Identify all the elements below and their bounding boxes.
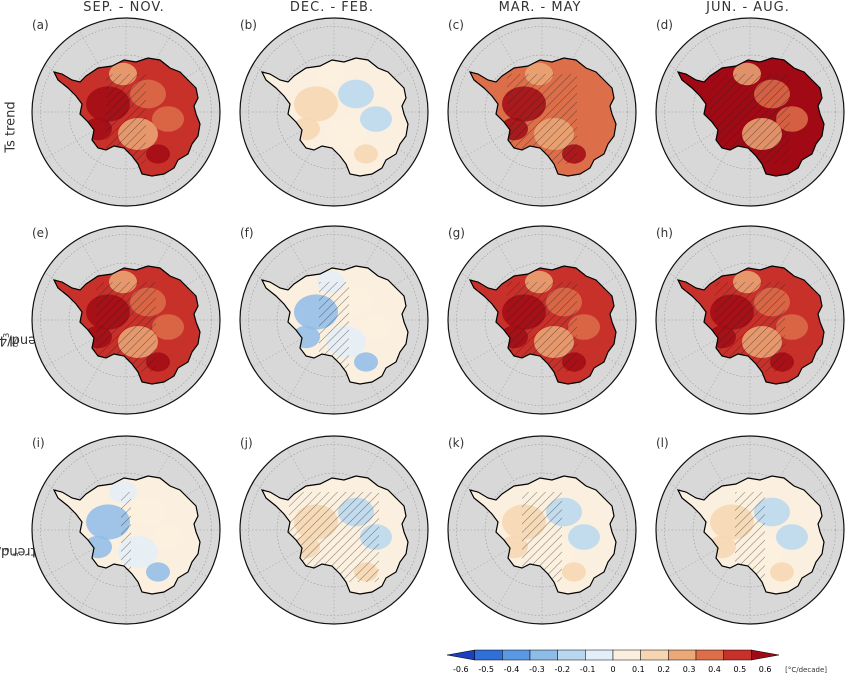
row-label-hf: HF trend/4εσTs3 <box>0 544 57 560</box>
coastline <box>468 57 617 177</box>
map-panel-g: (g) <box>444 222 640 418</box>
panel-label-g: (g) <box>448 226 465 240</box>
panel-label-k: (k) <box>448 436 465 450</box>
colorbar-tick-label: 0.5 <box>733 665 746 674</box>
coastline <box>52 57 201 177</box>
colorbar-segment <box>723 649 752 661</box>
panel-label-f: (f) <box>240 226 254 240</box>
colorbar-tick-label: 0.4 <box>708 665 721 674</box>
column-title-1: SEP. - NOV. <box>83 0 165 15</box>
colorbar-tick-label: -0.5 <box>478 665 494 674</box>
map-panel-b: (b) <box>236 14 432 210</box>
colorbar-tick-label: -0.6 <box>453 665 469 674</box>
colorbar-segment <box>695 649 724 661</box>
column-title-3: MAR. - MAY <box>498 0 582 15</box>
colorbar: -0.6 -0.5 -0.4 -0.3 -0.2 -0.1 0 0.1 0.2 0.3 0.4 0.5… <box>441 648 831 676</box>
map-panel-f: (f) <box>236 222 432 418</box>
coastline <box>676 265 825 385</box>
panel-label-c: (c) <box>448 18 464 32</box>
colorbar-tick-label: 0.3 <box>683 665 696 674</box>
panel-label-i: (i) <box>32 436 45 450</box>
coastline <box>52 265 201 385</box>
panel-label-e: (e) <box>32 226 49 240</box>
colorbar-tick-label: 0.2 <box>657 665 670 674</box>
colorbar-segment <box>585 649 614 661</box>
colorbar-segment <box>446 649 475 661</box>
panel-label-l: (l) <box>656 436 669 450</box>
coastline <box>676 57 825 177</box>
coastline <box>260 265 409 385</box>
map-panel-i: (i) <box>28 432 224 628</box>
colorbar-segment <box>640 649 669 661</box>
panel-label-a: (a) <box>32 18 49 32</box>
column-title-4: JUN. - AUG. <box>706 0 790 15</box>
map-panel-k: (k) <box>444 432 640 628</box>
colorbar-segment <box>474 649 503 661</box>
panel-label-j: (j) <box>240 436 253 450</box>
column-title-2: DEC. - FEB. <box>289 0 375 15</box>
coastline <box>468 475 617 595</box>
coastline <box>260 475 409 595</box>
colorbar-segment <box>612 649 641 661</box>
colorbar-tick-label: -0.2 <box>554 665 570 674</box>
map-panel-e: (e) <box>28 222 224 418</box>
map-panel-d: (d) <box>652 14 848 210</box>
map-panel-l: (l) <box>652 432 848 628</box>
colorbar-tick-label: 0 <box>610 665 615 674</box>
colorbar-segment <box>751 649 780 661</box>
colorbar-segment <box>557 649 586 661</box>
panel-label-h: (h) <box>656 226 673 240</box>
colorbar-segment <box>502 649 531 661</box>
map-panel-c: (c) <box>444 14 640 210</box>
colorbar-tick-label: 0.1 <box>632 665 645 674</box>
colorbar-tick-label: -0.3 <box>529 665 545 674</box>
coastline <box>260 57 409 177</box>
panel-label-b: (b) <box>240 18 257 32</box>
colorbar-tick-label: 0.6 <box>759 665 772 674</box>
colorbar-tick-label: -0.4 <box>504 665 520 674</box>
colorbar-segment <box>668 649 697 661</box>
coastline <box>468 265 617 385</box>
panel-label-d: (d) <box>656 18 673 32</box>
map-panel-a: (a) <box>28 14 224 210</box>
colorbar-segment <box>529 649 558 661</box>
map-panel-h: (h) <box>652 222 848 418</box>
coastline <box>52 475 201 595</box>
map-panel-j: (j) <box>236 432 432 628</box>
row-label-id: Id trend/4εσTs3 <box>0 332 47 348</box>
row-label-ts: Ts trend <box>3 101 19 153</box>
colorbar-tick-label: -0.1 <box>580 665 596 674</box>
colorbar-unit-label: [°C/decade] <box>785 666 827 674</box>
coastline <box>676 475 825 595</box>
